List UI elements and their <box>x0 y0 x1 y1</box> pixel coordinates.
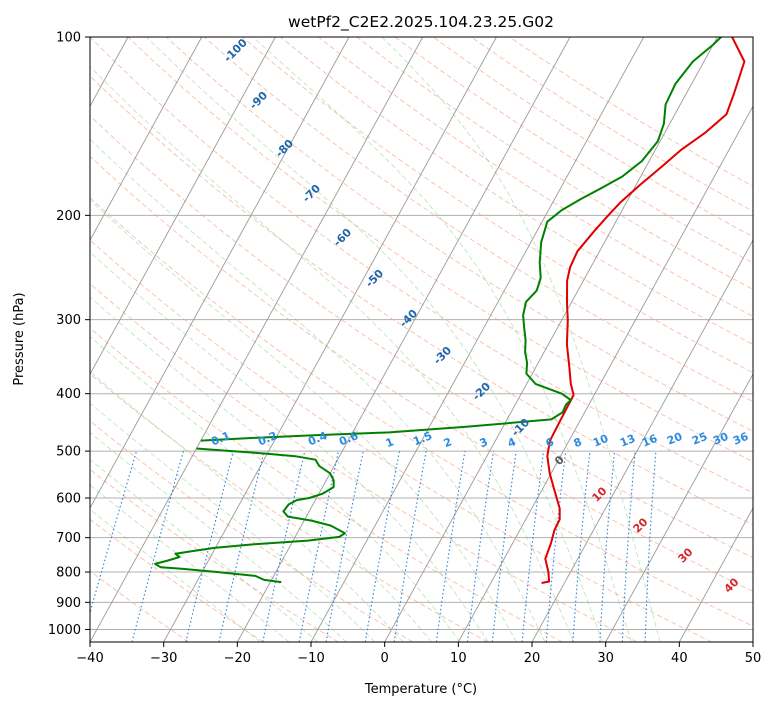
moist-adiabat <box>90 484 290 642</box>
y-tick-label: 200 <box>56 209 81 224</box>
moist-adiabat <box>90 458 319 642</box>
y-axis-label: Pressure (hPa) <box>12 292 27 385</box>
profile-series <box>154 37 746 584</box>
y-tick-label: 600 <box>56 492 81 507</box>
dry-adiabat <box>90 115 753 559</box>
x-tick-label: −20 <box>224 651 251 666</box>
dry-adiabat <box>90 239 712 642</box>
y-tick-label: 800 <box>56 566 81 581</box>
isotherm-line <box>90 37 203 242</box>
dry-adiabat <box>90 197 753 627</box>
plot-frame <box>89 36 754 643</box>
mixing-ratio-label: 3 <box>478 435 490 450</box>
moist-adiabats <box>90 37 661 642</box>
mixing-ratio-label: 20 <box>665 430 684 448</box>
y-tick-label: 1000 <box>48 623 81 638</box>
isotherm-line <box>90 37 276 376</box>
x-tick-label: −40 <box>76 651 103 666</box>
x-tick-label: −30 <box>150 651 177 666</box>
mixing-ratio-line <box>90 450 138 615</box>
isotherm-line <box>163 37 497 642</box>
moist-adiabat <box>90 251 489 642</box>
chart-title: wetPf2_C2E2.2025.104.23.25.G02 <box>288 13 554 32</box>
dry-adiabat <box>90 373 488 642</box>
mixing-ratio-line <box>218 450 265 642</box>
x-tick-label: 30 <box>597 651 614 666</box>
mixing-ratio-line <box>521 451 545 642</box>
mixing-ratio-line <box>466 451 495 642</box>
profile-line-3 <box>154 447 346 584</box>
mixing-ratio-label: 13 <box>618 432 637 450</box>
isotherm-line <box>605 373 753 642</box>
mixing-ratio-line <box>185 450 234 642</box>
profile-line-1 <box>541 37 746 584</box>
moist-adiabat <box>90 65 575 642</box>
x-axis-ticks: −40 −30 −20 −10 0 10 20 30 40 50 <box>76 642 761 666</box>
mixing-ratio-label: 2 <box>442 435 454 450</box>
x-tick-label: 0 <box>381 651 389 666</box>
mixing-ratio-line <box>491 451 517 642</box>
profile-line-2 <box>200 37 722 442</box>
dry-adiabat <box>242 37 753 374</box>
y-tick-label: 700 <box>56 531 81 546</box>
x-tick-label: 20 <box>524 651 541 666</box>
moist-adiabat <box>252 37 632 642</box>
isotherm-line <box>310 37 645 642</box>
mixing-ratio-line <box>572 451 591 642</box>
isotherm-line <box>90 37 424 642</box>
dry-adiabat <box>90 37 753 494</box>
mixing-ratio-label: 16 <box>640 432 659 450</box>
y-tick-label: 100 <box>56 31 81 46</box>
moist-adiabat <box>90 335 432 642</box>
dry-adiabat <box>318 37 753 318</box>
moist-adiabat <box>381 37 661 642</box>
x-tick-label: 10 <box>450 651 467 666</box>
mixing-ratio-lines <box>90 450 657 642</box>
dry-adiabat <box>127 37 753 463</box>
dry-adiabat <box>90 518 264 642</box>
x-tick-label: −10 <box>297 651 324 666</box>
x-axis-label: Temperature (°C) <box>364 682 477 697</box>
isotherm-line <box>457 105 753 642</box>
mixing-ratio-label: 10 <box>591 432 610 450</box>
isotherm-line <box>384 37 718 642</box>
y-tick-label: 500 <box>56 445 81 460</box>
mixing-ratio-line <box>435 451 466 642</box>
mixing-ratio-label: 1 <box>384 435 396 450</box>
moist-adiabat <box>90 508 261 642</box>
x-tick-label: 50 <box>745 651 762 666</box>
y-tick-label: 400 <box>56 387 81 402</box>
dry-adiabat <box>280 37 753 345</box>
dry-adiabat <box>90 282 638 642</box>
isotherm-line <box>531 239 753 642</box>
moist-adiabat <box>90 371 404 642</box>
mixing-ratio-line <box>262 450 306 642</box>
y-tick-label: 300 <box>56 313 81 328</box>
mixing-ratio-label: 8 <box>572 435 584 450</box>
skewed-isotherms <box>90 37 753 642</box>
moist-adiabat <box>146 37 603 642</box>
mixing-ratio-label: 36 <box>731 430 750 448</box>
mixing-ratio-line <box>131 450 184 642</box>
dry-adiabat <box>90 570 190 642</box>
isotherm-line <box>90 37 350 509</box>
moist-adiabat <box>90 138 546 642</box>
isotherm-line <box>678 507 753 642</box>
dry-adiabat <box>90 468 339 642</box>
mixing-ratio-line <box>545 451 567 642</box>
mixing-ratio-label: 25 <box>690 430 709 448</box>
moist-adiabat <box>90 199 517 642</box>
y-axis-ticks: 100 200 300 400 500 600 700 800 900 1000 <box>48 31 90 638</box>
x-tick-label: 40 <box>671 651 688 666</box>
mixing-ratio-label: 30 <box>711 430 730 448</box>
y-tick-label: 900 <box>56 596 81 611</box>
